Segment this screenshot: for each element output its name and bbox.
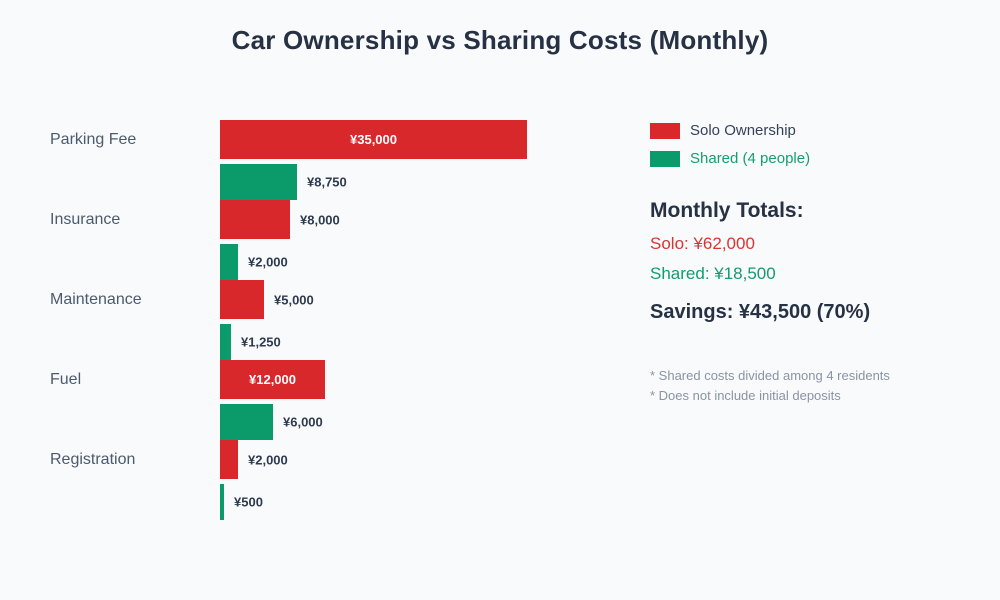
shared-bar-parking-fee: ¥8,750 — [220, 164, 347, 200]
solo-bar-fuel: ¥12,000 — [220, 360, 325, 399]
solo-value-label-registration: ¥2,000 — [248, 452, 288, 467]
shared-swatch — [650, 150, 680, 167]
shared-total-line: Shared: ¥18,500 — [650, 264, 776, 283]
solo-value-label-maintenance: ¥5,000 — [274, 292, 314, 307]
category-label-parking-fee: Parking Fee — [50, 130, 137, 148]
solo-bar-insurance: ¥8,000 — [220, 200, 340, 239]
chart-title: Car Ownership vs Sharing Costs (Monthly) — [231, 25, 769, 55]
category-label-maintenance: Maintenance — [50, 290, 142, 308]
shared-value-label-insurance: ¥2,000 — [248, 254, 288, 270]
footnote-deposits: * Does not include initial deposits — [650, 388, 841, 403]
shared-bar-registration: ¥500 — [220, 484, 263, 520]
legend-item-shared: Shared (4 people) — [650, 150, 810, 167]
footnote-shared-costs: * Shared costs divided among 4 residents — [650, 368, 890, 383]
shared-bar-fuel: ¥6,000 — [220, 404, 323, 440]
legend-label-shared: Shared (4 people) — [690, 150, 811, 167]
solo-value-label-parking-fee: ¥35,000 — [350, 132, 397, 147]
monthly-totals-heading: Monthly Totals: — [650, 199, 804, 222]
solo-bar-parking-fee: ¥35,000 — [220, 120, 527, 159]
category-label-fuel: Fuel — [50, 370, 82, 388]
solo-bar-registration: ¥2,000 — [220, 440, 288, 479]
savings-line: Savings: ¥43,500 (70%) — [650, 301, 871, 323]
legend-item-solo: Solo Ownership — [650, 122, 796, 139]
shared-value-label-maintenance: ¥1,250 — [241, 334, 281, 350]
solo-total-line: Solo: ¥62,000 — [650, 234, 755, 253]
category-label-insurance: Insurance — [50, 210, 121, 228]
solo-ownership-swatch — [650, 122, 680, 139]
shared-bar-maintenance: ¥1,250 — [220, 324, 281, 360]
solo-value-label-insurance: ¥8,000 — [300, 212, 340, 227]
shared-value-label-parking-fee: ¥8,750 — [307, 174, 347, 190]
solo-bar-maintenance: ¥5,000 — [220, 280, 314, 319]
shared-value-label-registration: ¥500 — [234, 494, 263, 510]
shared-bar-insurance: ¥2,000 — [220, 244, 288, 280]
category-label-registration: Registration — [50, 450, 136, 468]
solo-value-label-fuel: ¥12,000 — [249, 372, 296, 387]
legend-label-solo: Solo Ownership — [690, 122, 796, 139]
shared-value-label-fuel: ¥6,000 — [283, 414, 323, 430]
